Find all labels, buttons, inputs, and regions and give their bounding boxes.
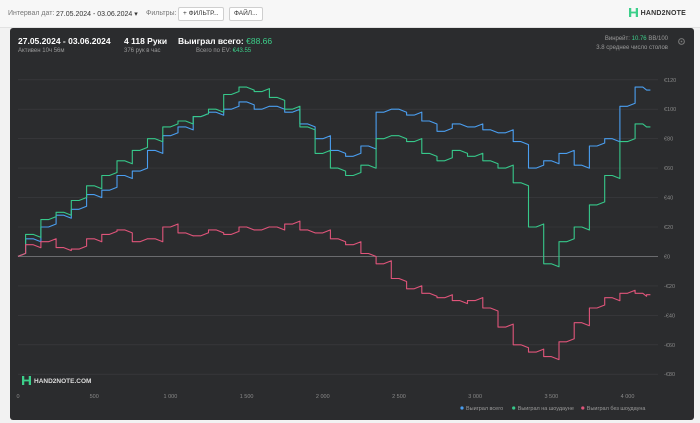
watermark: HAND2NOTE.COM [22,376,91,385]
y-tick-label: -€40 [664,313,675,319]
series-line-nonshowdown [17,220,651,361]
legend-marker-showdown [512,406,516,410]
active-time: Активен 10ч 56м [18,48,65,54]
filters-label: Фильтры: [146,10,177,17]
interval-label: Интервал дат: [8,10,55,17]
x-tick-label: 2 000 [316,394,330,400]
series-line-showdown [17,86,651,268]
total-ev: Всего по EV: €43.55 [196,48,252,54]
winrate: Винрейт: 10.76 BB/100 [604,36,668,42]
file-button[interactable]: ФАЙЛ... [229,7,263,21]
gear-icon[interactable] [677,37,686,46]
y-tick-label: €80 [664,137,673,143]
series-line-total [17,86,651,257]
interval-date-select[interactable]: 27.05.2024 - 03.06.2024 ▾ [56,11,138,18]
x-tick-label: 4 000 [621,394,635,400]
hands-per-hour: 376 рук в час [124,48,161,54]
legend-entry-total: Выиграл всего [466,406,503,412]
plus-icon: + [183,10,189,17]
date-range-title: 27.05.2024 - 03.06.2024 [18,36,111,46]
x-tick-label: 1 500 [240,394,254,400]
y-tick-label: €60 [664,166,673,172]
hands-count: 4 118 Руки [124,36,168,46]
legend-marker-nonshowdown [581,406,585,410]
x-tick-label: 3 000 [468,394,482,400]
x-tick-label: 3 500 [544,394,558,400]
hand2note-logo: HAND2NOTE [628,8,686,17]
y-tick-label: €0 [664,254,670,260]
y-tick-label: €120 [664,78,676,84]
x-tick-label: 500 [90,394,99,400]
legend-marker-total [460,406,464,410]
y-tick-label: €100 [664,107,676,113]
graph-panel: 27.05.2024 - 03.06.2024 Активен 10ч 56м … [10,28,694,420]
y-tick-label: €20 [664,225,673,231]
x-tick-label: 0 [16,394,19,400]
avg-tables: 3.8 среднее число столов [596,45,668,51]
filter-button[interactable]: + ФИЛЬТР... [178,7,224,21]
y-tick-label: -€20 [664,284,675,290]
total-won: Выиграл всего: €88.66 [178,36,273,46]
y-tick-label: -€60 [664,343,675,349]
y-tick-label: €40 [664,196,673,202]
y-tick-label: -€80 [664,372,675,378]
legend-entry-nonshowdown: Выиграл без шоудауна [587,406,647,412]
hand2note-watermark-icon [22,376,31,385]
x-tick-label: 2 500 [392,394,406,400]
bankroll-graph: -€80 -€60 -€40 -€20 €0 €20 €40 €60 €80 €100 €120 0 5… [16,78,676,412]
x-tick-label: 1 000 [163,394,177,400]
legend-entry-showdown: Выиграл на шоудауне [518,406,574,412]
top-filter-bar: Интервал дат: 27.05.2024 - 03.06.2024 ▾ … [0,0,700,28]
hand2note-logo-icon [628,8,638,17]
chevron-down-icon: ▾ [134,11,138,18]
